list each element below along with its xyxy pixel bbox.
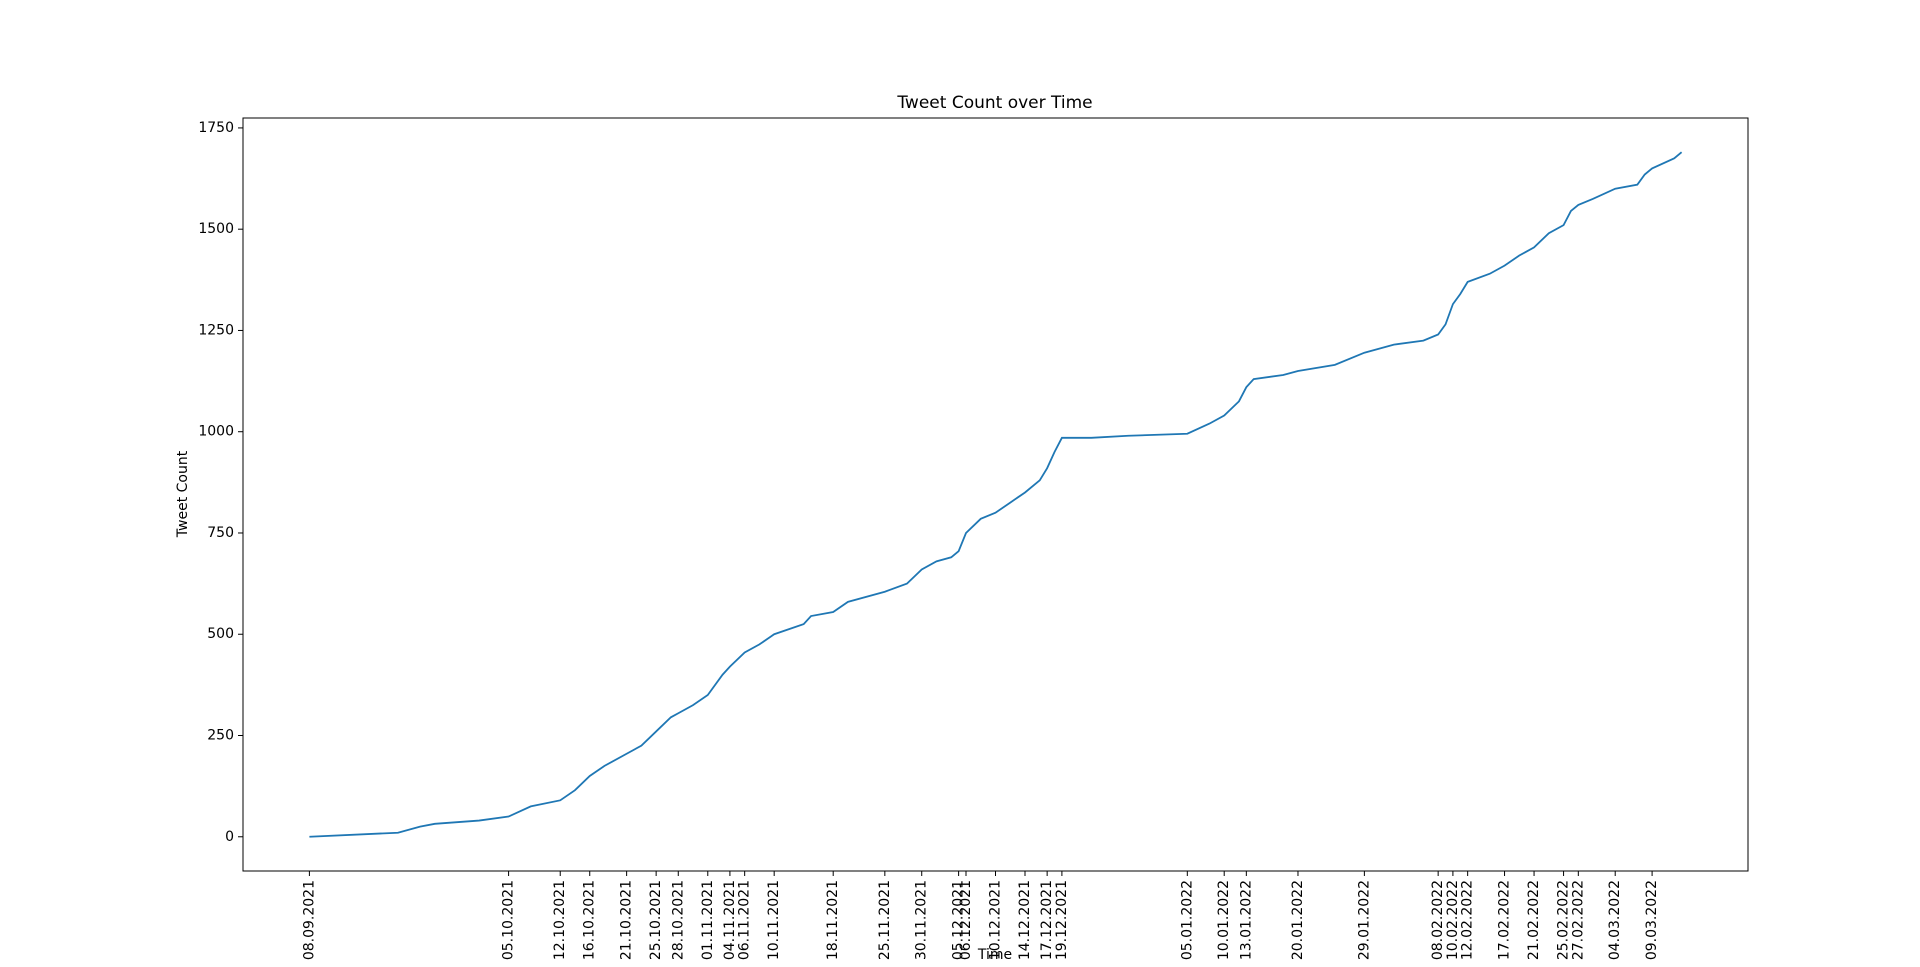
- x-tick-label: 17.12.2021: [1039, 880, 1055, 960]
- x-tick-label: 05.01.2022: [1179, 880, 1195, 960]
- x-tick-label: 10.12.2021: [988, 880, 1004, 960]
- y-tick-label: 1250: [198, 322, 234, 338]
- x-tick-label: 25.10.2021: [648, 880, 664, 960]
- x-tick-label: 10.02.2022: [1445, 880, 1461, 960]
- y-tick-label: 1750: [198, 120, 234, 136]
- x-tick-label: 25.02.2022: [1556, 880, 1572, 960]
- x-axis-label: Time: [977, 947, 1012, 963]
- x-tick-label: 18.11.2021: [825, 880, 841, 960]
- x-tick-label: 20.01.2022: [1290, 880, 1306, 960]
- x-tick-label: 21.02.2022: [1526, 880, 1542, 960]
- y-axis-label: Tweet Count: [175, 450, 191, 538]
- chart-title: Tweet Count over Time: [896, 93, 1092, 113]
- x-tick-label: 06.12.2021: [958, 880, 974, 960]
- x-tick-label: 05.10.2021: [501, 880, 517, 960]
- x-tick-label: 12.10.2021: [552, 880, 568, 960]
- x-tick-label: 13.01.2022: [1238, 880, 1254, 960]
- x-tick-label: 30.11.2021: [914, 880, 930, 960]
- x-tick-label: 09.03.2022: [1644, 880, 1660, 960]
- x-tick-label: 08.09.2021: [301, 880, 317, 960]
- x-tick-label: 29.01.2022: [1356, 880, 1372, 960]
- x-tick-label: 04.11.2021: [722, 880, 738, 960]
- y-tick-label: 1500: [198, 221, 234, 237]
- x-tick-label: 25.11.2021: [877, 880, 893, 960]
- y-tick-label: 500: [207, 626, 234, 642]
- x-tick-label: 06.11.2021: [737, 880, 753, 960]
- x-tick-label: 28.10.2021: [670, 880, 686, 960]
- y-tick-label: 0: [225, 829, 234, 845]
- x-tick-label: 08.02.2022: [1430, 880, 1446, 960]
- x-tick-label: 01.11.2021: [700, 880, 716, 960]
- x-tick-label: 16.10.2021: [582, 880, 598, 960]
- y-tick-label: 1000: [198, 424, 234, 440]
- x-tick-label: 19.12.2021: [1054, 880, 1070, 960]
- plot-frame: [242, 117, 1749, 872]
- x-tick-label: 17.02.2022: [1497, 880, 1513, 960]
- x-tick-label: 14.12.2021: [1017, 880, 1033, 960]
- x-tick-label: 10.01.2022: [1216, 880, 1232, 960]
- x-tick-label: 04.03.2022: [1607, 880, 1623, 960]
- x-tick-label: 21.10.2021: [619, 880, 635, 960]
- y-tick-label: 250: [207, 728, 234, 744]
- x-tick-label: 12.02.2022: [1460, 880, 1476, 960]
- x-tick-label: 27.02.2022: [1570, 880, 1586, 960]
- x-tick-label: 05.12.2021: [951, 880, 967, 960]
- x-tick-label: 10.11.2021: [766, 880, 782, 960]
- y-tick-label: 750: [207, 525, 234, 541]
- data-line: [309, 151, 1683, 838]
